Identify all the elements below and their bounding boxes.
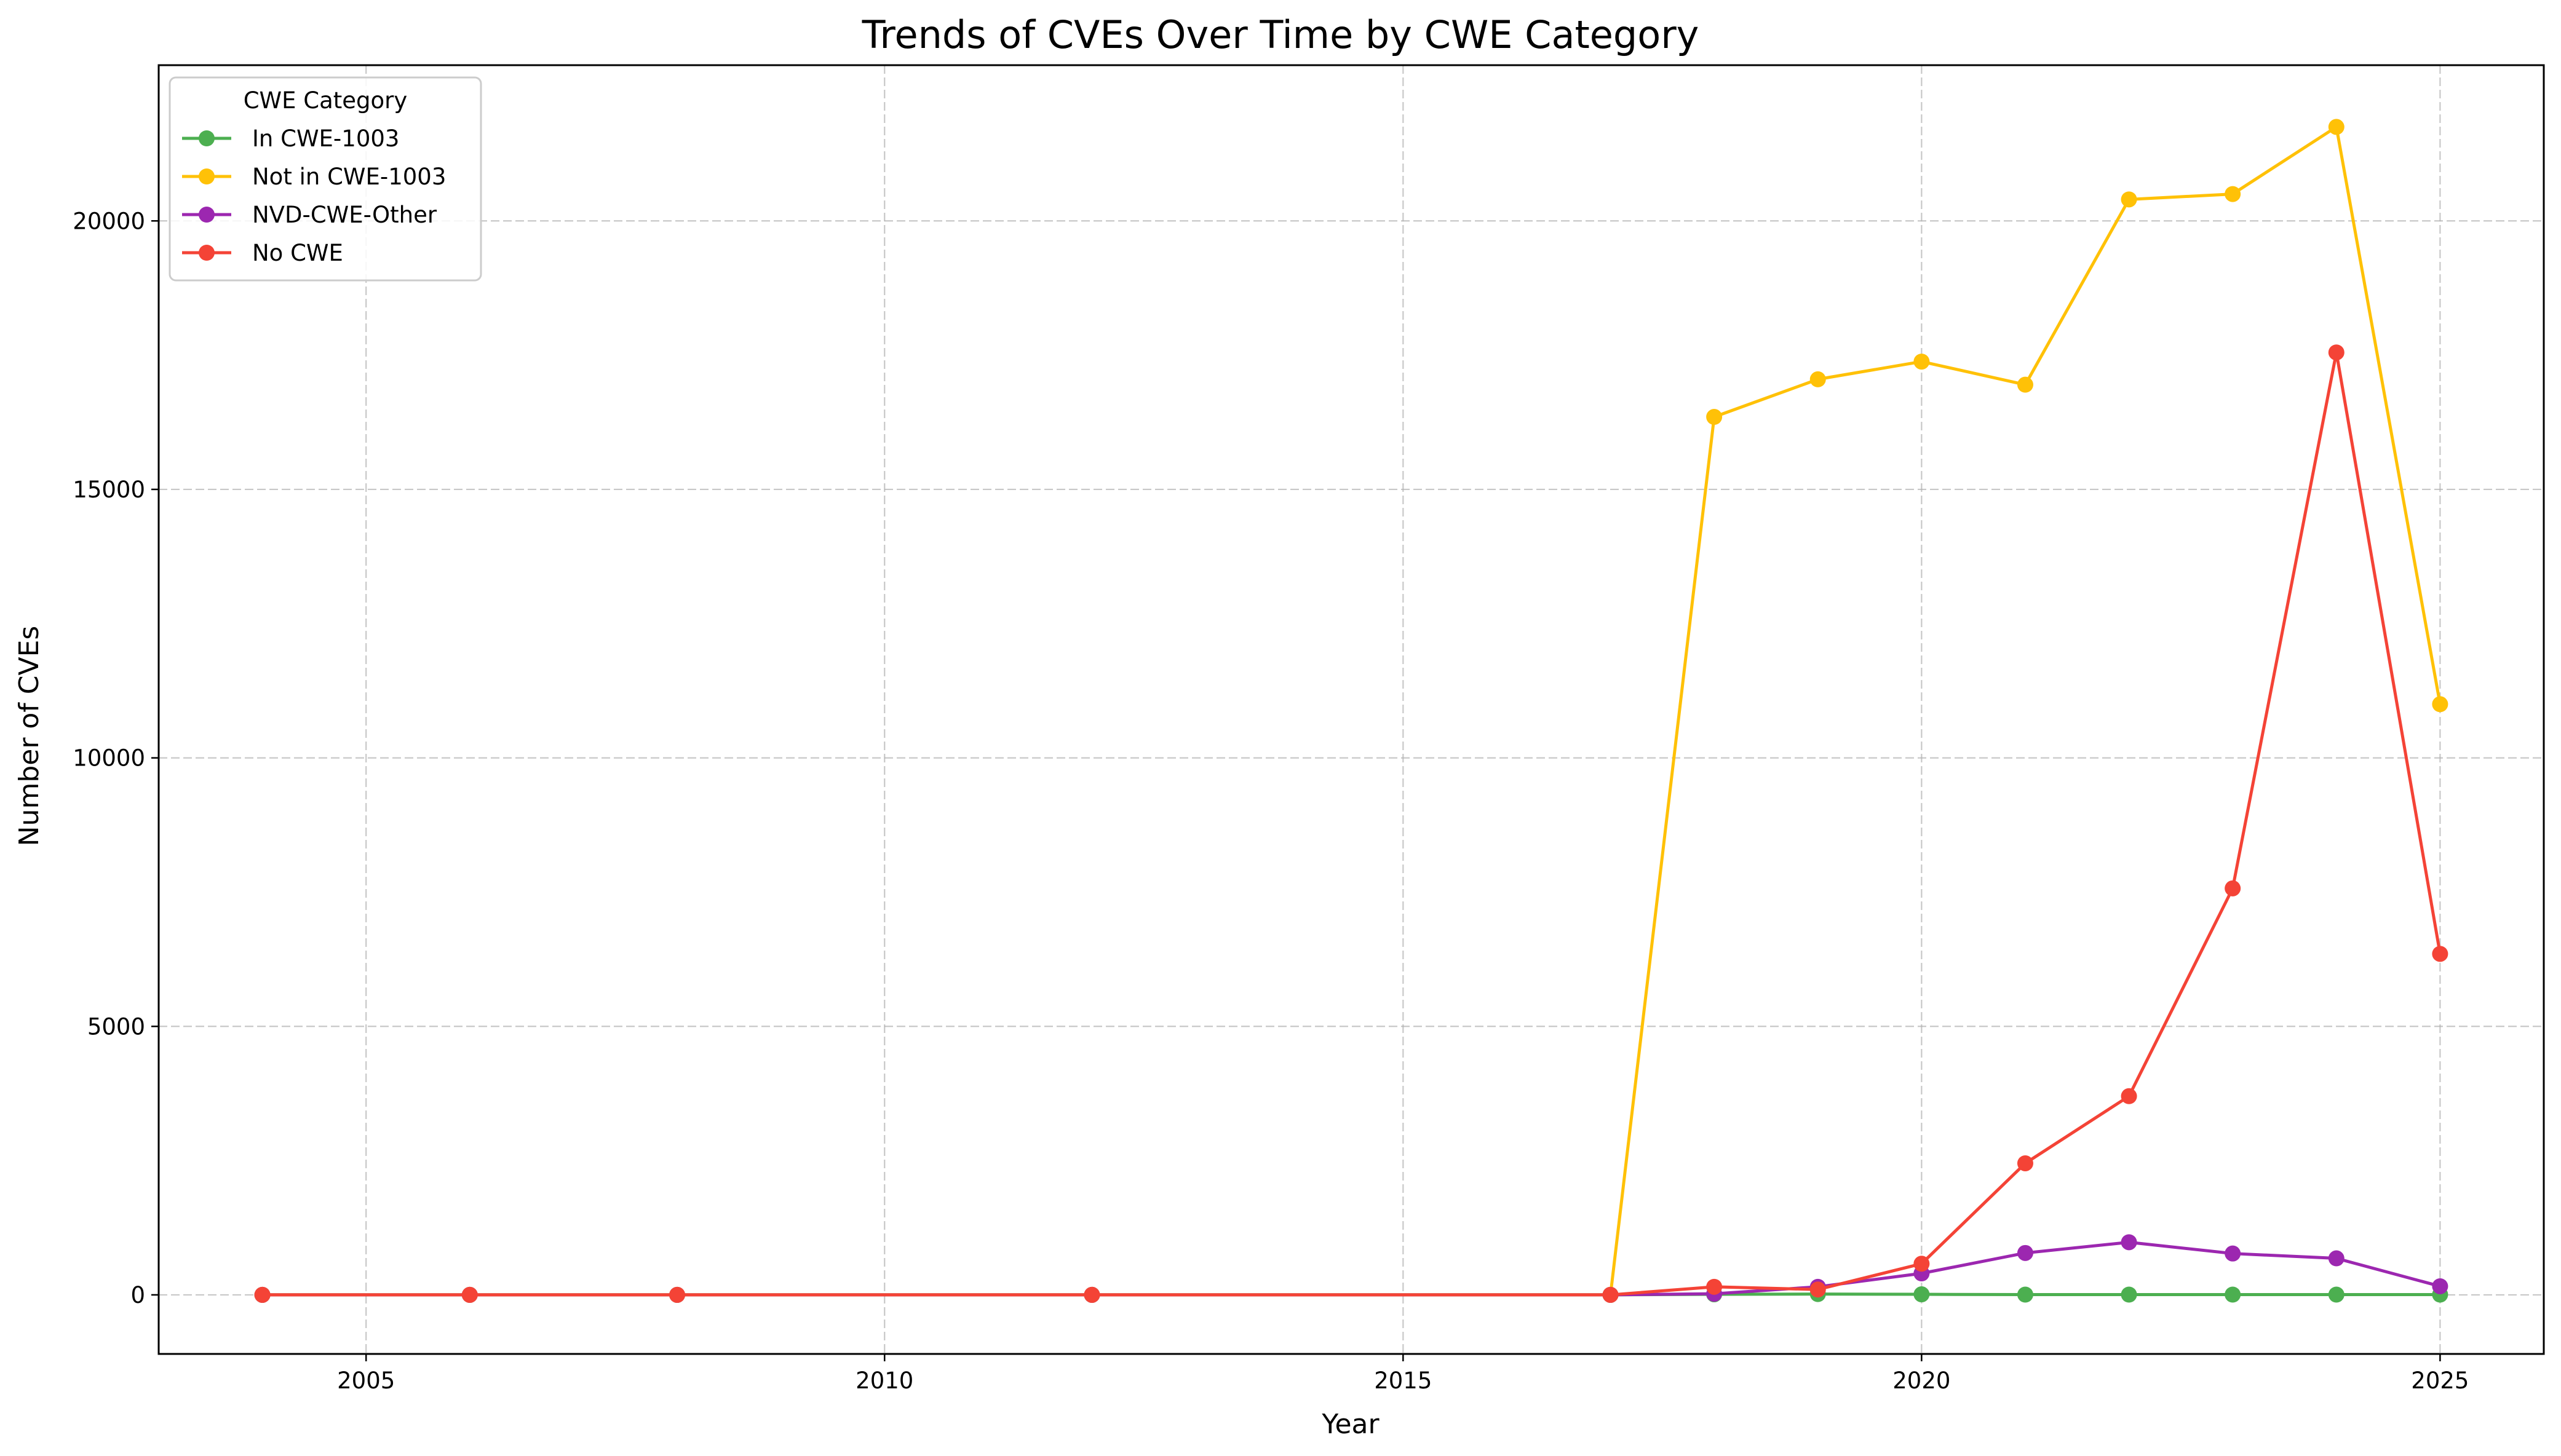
data-point (2432, 1278, 2448, 1294)
y-tick-label: 20000 (73, 208, 145, 234)
y-axis-label: Number of CVEs (14, 626, 45, 847)
data-point (2432, 946, 2448, 962)
data-point (2121, 191, 2137, 208)
data-point (2121, 1088, 2137, 1104)
legend-entry: No CWE (182, 240, 343, 266)
data-point (2432, 696, 2448, 713)
y-tick-label: 10000 (73, 745, 145, 772)
data-point (2328, 1250, 2345, 1267)
legend-label: Not in CWE-1003 (252, 164, 446, 190)
x-tick-label: 2015 (1374, 1367, 1432, 1394)
data-point (2225, 1245, 2241, 1262)
data-point (2225, 880, 2241, 896)
series-no-cwe (254, 344, 2448, 1303)
x-tick-label: 2025 (2411, 1367, 2469, 1394)
data-point (2121, 1286, 2137, 1303)
data-point (1602, 1286, 1619, 1303)
legend-label: In CWE-1003 (252, 125, 399, 152)
legend-entry: NVD-CWE-Other (182, 202, 437, 228)
data-point (1913, 1256, 1930, 1272)
data-point (1084, 1286, 1100, 1303)
y-tick-label: 5000 (87, 1013, 145, 1040)
x-tick-label: 2010 (856, 1367, 913, 1394)
series-layer (254, 119, 2448, 1303)
data-point (1913, 354, 1930, 370)
data-point (2328, 1286, 2345, 1303)
axis-ticks: 2005 2010 2015 2020 2025 0 5000 10000 15000 20000 (73, 208, 2469, 1394)
data-point (2328, 344, 2345, 361)
legend-entry: Not in CWE-1003 (182, 164, 446, 190)
data-point (2328, 119, 2345, 135)
x-tick-label: 2005 (337, 1367, 395, 1394)
data-point (2017, 1155, 2033, 1171)
legend-entry: In CWE-1003 (182, 125, 399, 152)
y-tick-label: 0 (130, 1282, 145, 1308)
y-tick-label: 15000 (73, 477, 145, 503)
data-point (254, 1286, 271, 1303)
chart-title: Trends of CVEs Over Time by CWE Category (862, 12, 1699, 57)
legend-marker (199, 130, 215, 146)
data-point (2225, 1286, 2241, 1303)
legend-label: NVD-CWE-Other (252, 202, 437, 228)
data-point (2017, 1286, 2033, 1303)
legend-entries: In CWE-1003 Not in CWE-1003 NVD-CWE-Other N… (182, 125, 446, 266)
legend-title: CWE Category (244, 87, 408, 114)
legend-marker (199, 207, 215, 223)
data-point (2225, 186, 2241, 202)
data-point (461, 1286, 478, 1303)
data-point (1913, 1286, 1930, 1303)
data-point (2121, 1234, 2137, 1251)
legend-marker (199, 168, 215, 184)
x-tick-label: 2020 (1892, 1367, 1950, 1394)
x-axis-label: Year (1321, 1409, 1380, 1440)
data-point (1809, 1281, 1826, 1298)
legend-marker (199, 245, 215, 261)
legend-box (169, 76, 482, 282)
data-point (2017, 376, 2033, 393)
data-point (1809, 371, 1826, 387)
data-point (1706, 1278, 1723, 1295)
data-point (2017, 1244, 2033, 1261)
legend: CWE Category In CWE-1003 Not in CWE-1003 N… (169, 76, 482, 282)
data-point (1706, 409, 1723, 425)
data-point (669, 1286, 686, 1303)
plot-frame (157, 64, 2545, 1355)
legend-label: No CWE (252, 240, 343, 266)
